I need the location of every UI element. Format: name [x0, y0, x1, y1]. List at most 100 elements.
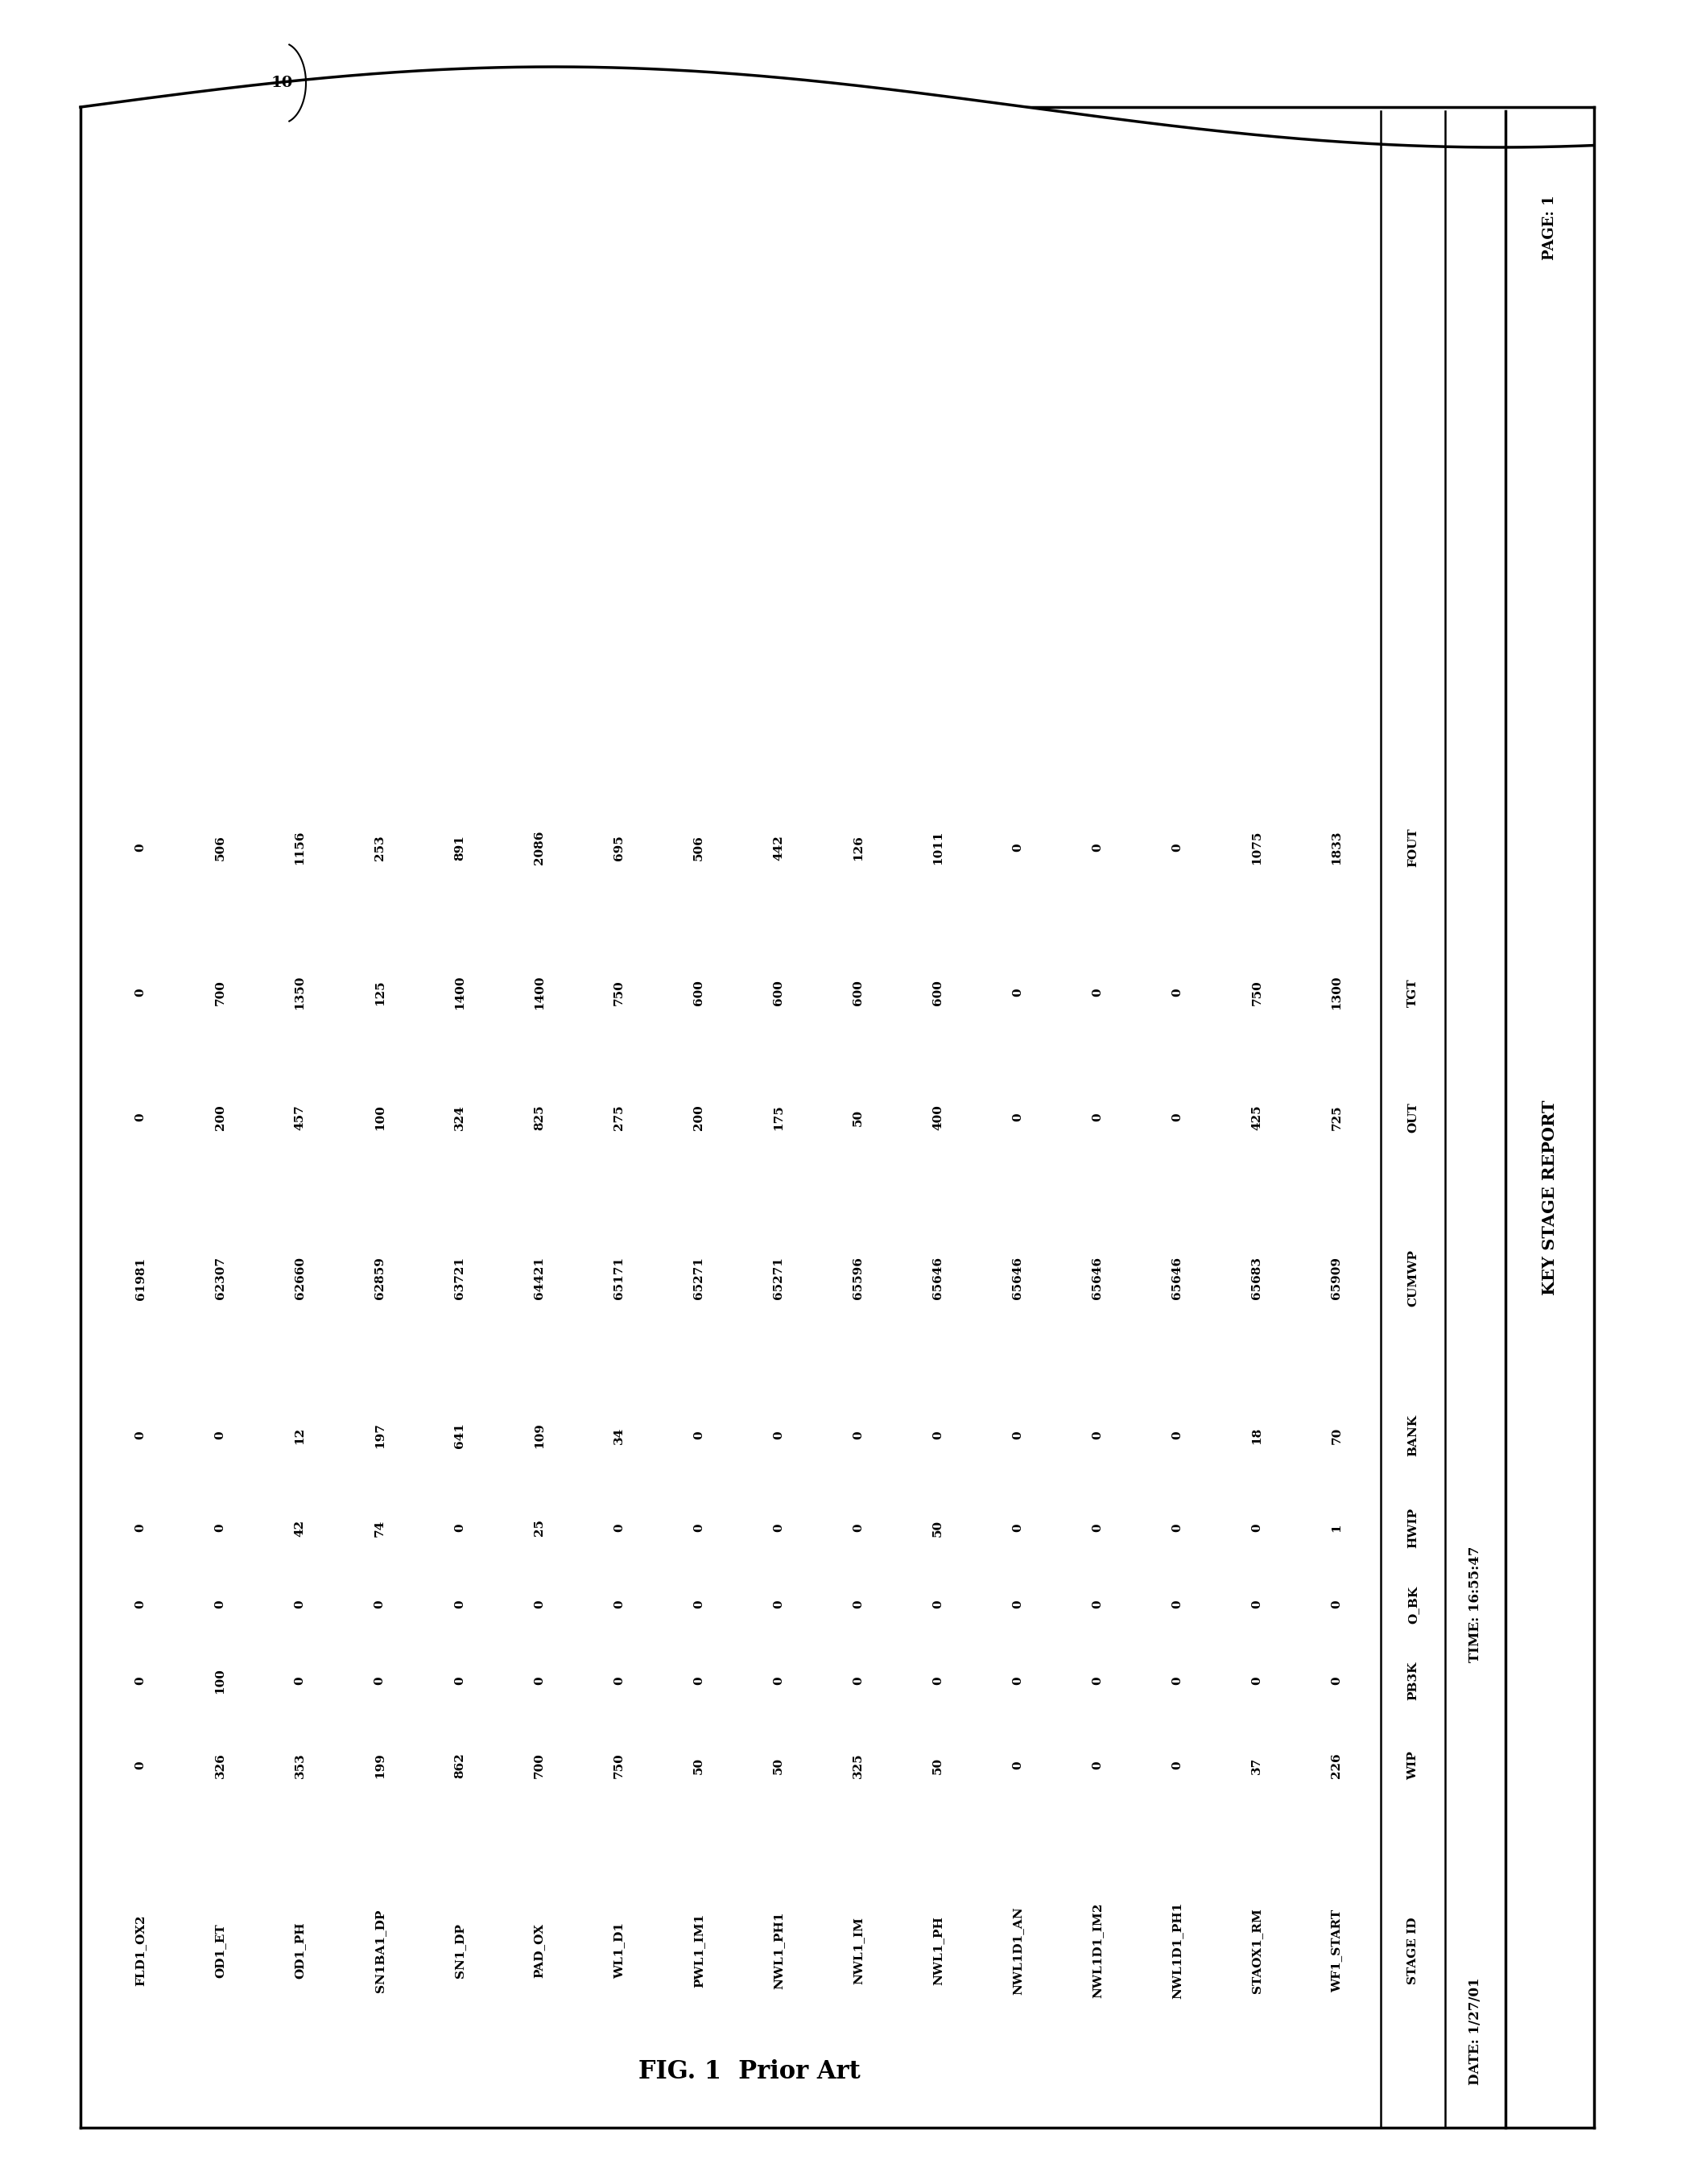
Text: 425: 425 — [1251, 1105, 1262, 1129]
Text: 750: 750 — [614, 1752, 625, 1778]
Text: 0: 0 — [1251, 1601, 1262, 1610]
Text: PWL1_IM1: PWL1_IM1 — [693, 1913, 704, 1987]
Text: 506: 506 — [693, 834, 704, 860]
Text: 199: 199 — [375, 1752, 385, 1778]
Text: 0: 0 — [134, 843, 146, 852]
Text: 0: 0 — [693, 1677, 704, 1686]
Text: 100: 100 — [375, 1105, 385, 1129]
Text: STAGE ID: STAGE ID — [1407, 1918, 1419, 1983]
Text: 61981: 61981 — [134, 1258, 146, 1299]
Text: 0: 0 — [1172, 1431, 1183, 1439]
Text: 0: 0 — [215, 1601, 225, 1610]
Text: 506: 506 — [215, 834, 225, 860]
Text: 0: 0 — [933, 1601, 943, 1610]
Text: 750: 750 — [614, 981, 625, 1005]
Text: FOUT: FOUT — [1407, 828, 1419, 867]
Text: 0: 0 — [1093, 1601, 1103, 1610]
Text: 0: 0 — [134, 989, 146, 996]
Text: PB3K: PB3K — [1407, 1662, 1419, 1701]
Text: 1075: 1075 — [1251, 830, 1262, 865]
Text: 0: 0 — [1172, 1601, 1183, 1610]
Text: 0: 0 — [294, 1677, 306, 1686]
Text: 0: 0 — [215, 1524, 225, 1533]
Text: 65683: 65683 — [1251, 1258, 1262, 1299]
Text: 0: 0 — [1093, 1677, 1103, 1686]
Text: 353: 353 — [294, 1752, 306, 1778]
Text: 200: 200 — [693, 1105, 704, 1129]
Text: 324: 324 — [454, 1105, 466, 1129]
Text: 0: 0 — [773, 1601, 783, 1610]
Text: 197: 197 — [375, 1422, 385, 1448]
Text: PAD_OX: PAD_OX — [533, 1924, 545, 1979]
Text: 50: 50 — [852, 1109, 864, 1127]
Text: 0: 0 — [1331, 1601, 1343, 1610]
Text: 0: 0 — [1172, 1114, 1183, 1123]
Text: 700: 700 — [215, 981, 225, 1005]
Text: 862: 862 — [454, 1752, 466, 1778]
Text: 0: 0 — [1012, 1677, 1024, 1686]
Text: 0: 0 — [852, 1431, 864, 1439]
Text: O_BK: O_BK — [1407, 1586, 1419, 1623]
Text: 109: 109 — [533, 1422, 545, 1448]
Text: 126: 126 — [852, 834, 864, 860]
Text: 0: 0 — [1172, 989, 1183, 996]
Text: 0: 0 — [454, 1601, 466, 1610]
Text: FIG. 1  Prior Art: FIG. 1 Prior Art — [639, 2060, 861, 2084]
Text: HWIP: HWIP — [1407, 1507, 1419, 1548]
Text: WF1_START: WF1_START — [1331, 1909, 1343, 1992]
Text: 442: 442 — [773, 834, 783, 860]
Text: DATE: 1/27/01: DATE: 1/27/01 — [1469, 1977, 1483, 2086]
Text: 50: 50 — [693, 1756, 704, 1773]
Text: 1400: 1400 — [533, 976, 545, 1009]
Text: 65646: 65646 — [933, 1258, 943, 1299]
Text: NWL1_PH: NWL1_PH — [933, 1915, 943, 1985]
Text: 62660: 62660 — [294, 1258, 306, 1299]
Text: 18: 18 — [1251, 1426, 1262, 1444]
Text: 64421: 64421 — [533, 1258, 545, 1299]
Text: 0: 0 — [773, 1677, 783, 1686]
Text: BANK: BANK — [1407, 1415, 1419, 1457]
Text: 0: 0 — [1093, 1760, 1103, 1769]
Text: 0: 0 — [134, 1524, 146, 1533]
Text: NWL1D1_AN: NWL1D1_AN — [1012, 1907, 1024, 1994]
Text: 62307: 62307 — [215, 1258, 225, 1299]
Text: 1833: 1833 — [1331, 830, 1343, 865]
Text: 891: 891 — [454, 834, 466, 860]
Text: 1300: 1300 — [1331, 976, 1343, 1009]
Text: 0: 0 — [693, 1524, 704, 1533]
Text: OUT: OUT — [1407, 1103, 1419, 1133]
Text: 74: 74 — [375, 1520, 385, 1538]
Text: FLD1_OX2: FLD1_OX2 — [134, 1915, 146, 1985]
Text: 253: 253 — [375, 834, 385, 860]
Text: 0: 0 — [1093, 1524, 1103, 1533]
Text: WL1_D1: WL1_D1 — [614, 1922, 625, 1979]
Text: 0: 0 — [375, 1601, 385, 1610]
Text: SN1BA1_DP: SN1BA1_DP — [375, 1909, 385, 1992]
Text: 65646: 65646 — [1012, 1258, 1024, 1299]
Text: 0: 0 — [1093, 843, 1103, 852]
Text: 1350: 1350 — [294, 976, 306, 1009]
Text: NWL1_IM: NWL1_IM — [852, 1918, 864, 1985]
Text: 0: 0 — [693, 1601, 704, 1610]
Text: 0: 0 — [1172, 1524, 1183, 1533]
Text: 1400: 1400 — [454, 976, 466, 1009]
Text: 50: 50 — [773, 1756, 783, 1773]
Text: 1011: 1011 — [933, 830, 943, 865]
Text: 200: 200 — [215, 1105, 225, 1129]
Text: 0: 0 — [134, 1431, 146, 1439]
Text: 600: 600 — [852, 981, 864, 1005]
Text: 70: 70 — [1331, 1426, 1343, 1444]
Text: 0: 0 — [1012, 843, 1024, 852]
Text: 600: 600 — [773, 981, 783, 1005]
Text: 65909: 65909 — [1331, 1258, 1343, 1299]
Text: 400: 400 — [933, 1105, 943, 1129]
Text: CUMWP: CUMWP — [1407, 1249, 1419, 1306]
Text: 0: 0 — [1331, 1677, 1343, 1686]
Text: 0: 0 — [693, 1431, 704, 1439]
Text: 0: 0 — [454, 1677, 466, 1686]
Text: TGT: TGT — [1407, 978, 1419, 1007]
Text: NWL1D1_PH1: NWL1D1_PH1 — [1172, 1902, 1183, 1998]
Text: 0: 0 — [533, 1601, 545, 1610]
Text: 0: 0 — [1012, 1601, 1024, 1610]
Text: 0: 0 — [134, 1677, 146, 1686]
